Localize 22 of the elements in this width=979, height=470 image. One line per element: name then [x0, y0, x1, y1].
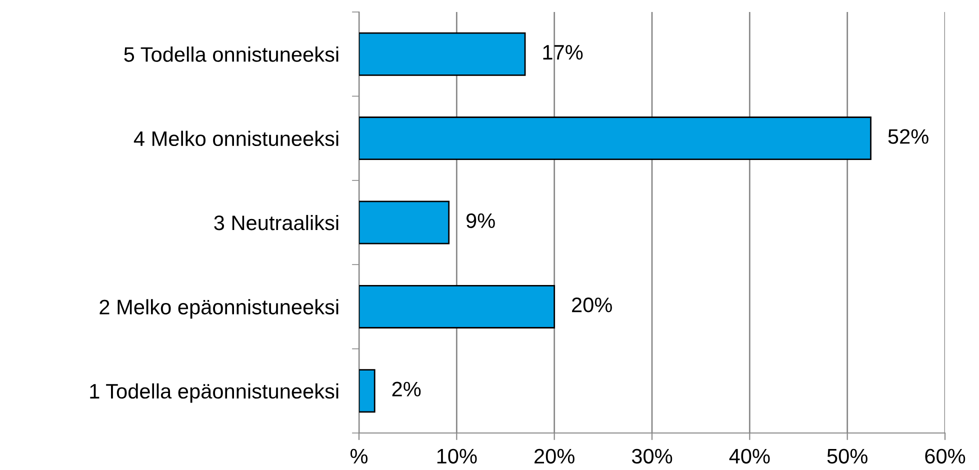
x-tick-label: 20%	[534, 448, 574, 464]
y-tick-label: 1 Todella epäonnistuneeksi	[90, 383, 338, 403]
bar	[359, 200, 450, 244]
x-tick-label: 30%	[632, 448, 672, 464]
data-label: 9%	[466, 213, 495, 228]
x-tick-label: 60%	[925, 448, 966, 464]
bar	[359, 116, 872, 160]
data-label: 17%	[543, 45, 583, 60]
y-tick-label: 4 Melko onnistuneeksi	[134, 130, 338, 146]
data-label: 52%	[888, 129, 928, 144]
x-tick-label: 50%	[827, 448, 868, 464]
bar	[359, 32, 526, 76]
y-tick-label: 5 Todella onnistuneeksi	[124, 46, 338, 62]
x-tick-label: 40%	[729, 448, 770, 464]
y-tick-label: 3 Neutraaliksi	[214, 214, 338, 230]
data-label: 2%	[392, 382, 421, 396]
y-tick-label: 2 Melko epäonnistuneeksi	[100, 299, 338, 319]
bar	[359, 369, 376, 413]
x-tick-label: 10%	[437, 448, 477, 464]
x-tick-label: %	[350, 448, 368, 464]
data-label: 20%	[572, 298, 612, 312]
bar	[359, 284, 556, 328]
